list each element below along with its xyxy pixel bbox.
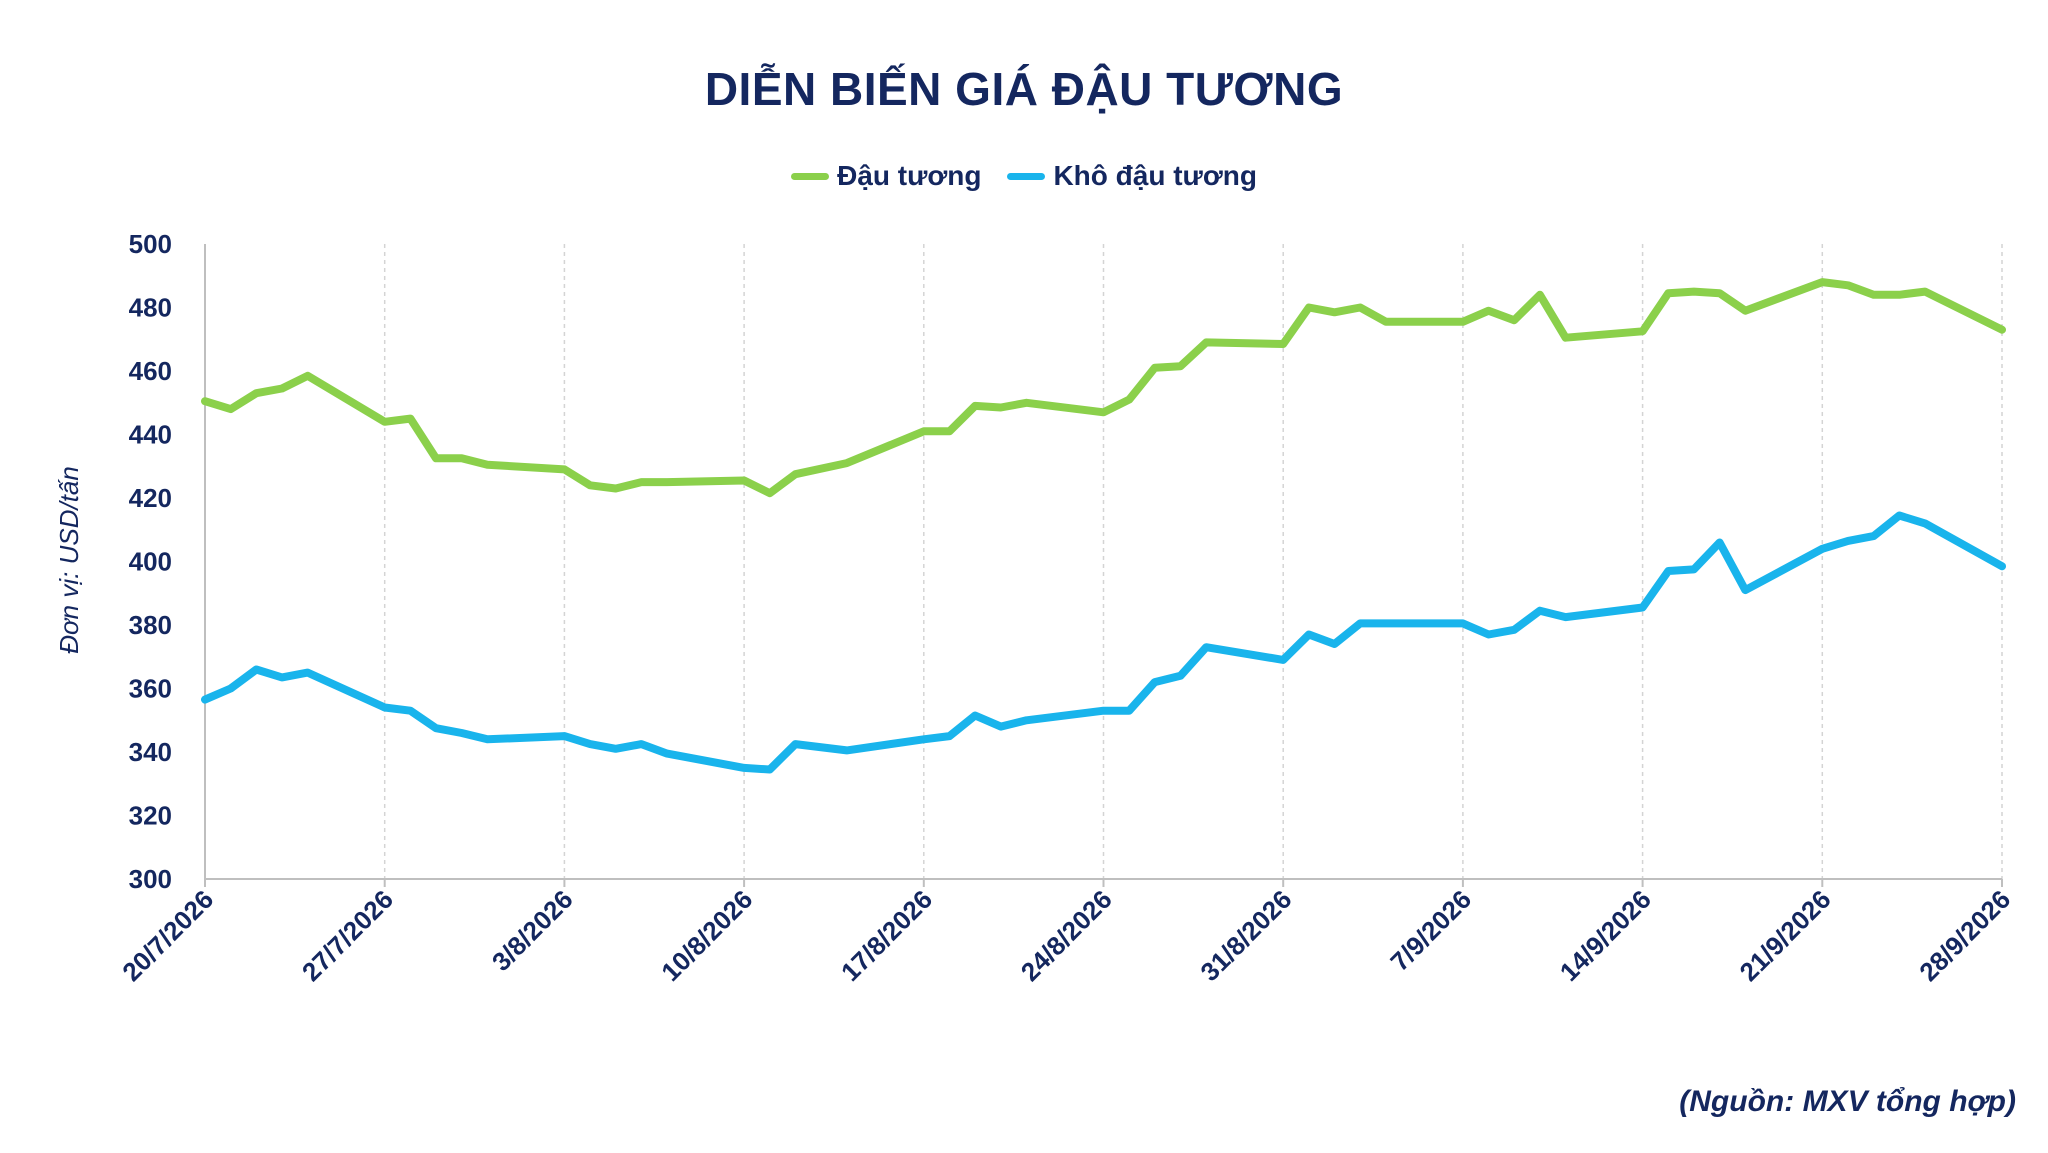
y-tick-label: 300 — [129, 864, 172, 894]
y-tick-label: 360 — [129, 674, 172, 704]
y-tick-label: 480 — [129, 293, 172, 323]
y-tick-label: 320 — [129, 801, 172, 831]
chart-title: DIỄN BIẾN GIÁ ĐẬU TƯƠNG — [704, 63, 1344, 115]
y-tick-label: 380 — [129, 610, 172, 640]
x-tick-label: 20/7/2026 — [116, 884, 219, 987]
series-line-kho-dau-tuong — [201, 511, 2006, 774]
y-tick-label: 420 — [129, 483, 172, 513]
legend-swatch-dau-tuong — [791, 172, 830, 180]
y-tick-label: 460 — [129, 356, 172, 386]
tick-labels: 20/7/2026 27/7/2026 3/8/2026 10/8/2026 17/8/… — [116, 229, 2016, 987]
x-tick-label: 14/9/2026 — [1554, 884, 1657, 987]
x-tick-label: 31/8/2026 — [1194, 884, 1297, 987]
x-tick-label: 28/9/2026 — [1913, 884, 2016, 987]
series-line-dau-tuong — [201, 278, 2006, 498]
x-tick-label: 27/7/2026 — [296, 884, 399, 987]
chart-legend: Đậu tương Khô đậu tương — [0, 160, 2048, 192]
legend-label-dau-tuong: Đậu tương — [837, 160, 982, 191]
grid-lines — [383, 244, 2003, 879]
series-lines — [201, 278, 2006, 774]
x-tick-label: 17/8/2026 — [835, 884, 938, 987]
y-tick-label: 440 — [129, 420, 172, 450]
y-axis-label: Đơn vị: USD/tấn — [54, 466, 84, 654]
source-note: (Nguồn: MXV tổng hợp) — [1679, 1085, 2016, 1118]
x-tick-label: 7/9/2026 — [1384, 884, 1477, 977]
y-tick-label: 500 — [129, 229, 172, 259]
x-tick-label: 10/8/2026 — [655, 884, 758, 987]
x-tick-label: 24/8/2026 — [1015, 884, 1118, 987]
y-tick-label: 340 — [129, 737, 172, 767]
legend-swatch-kho-dau-tuong — [1007, 172, 1046, 180]
legend-item-dau-tuong: Đậu tương — [791, 160, 981, 192]
x-tick-label: 3/8/2026 — [486, 884, 579, 977]
legend-label-kho-dau-tuong: Khô đậu tương — [1053, 160, 1257, 191]
legend-item-kho-dau-tuong: Khô đậu tương — [1007, 160, 1257, 192]
y-tick-label: 400 — [129, 547, 172, 577]
x-tick-label: 21/9/2026 — [1734, 884, 1837, 987]
axes — [204, 244, 2003, 887]
